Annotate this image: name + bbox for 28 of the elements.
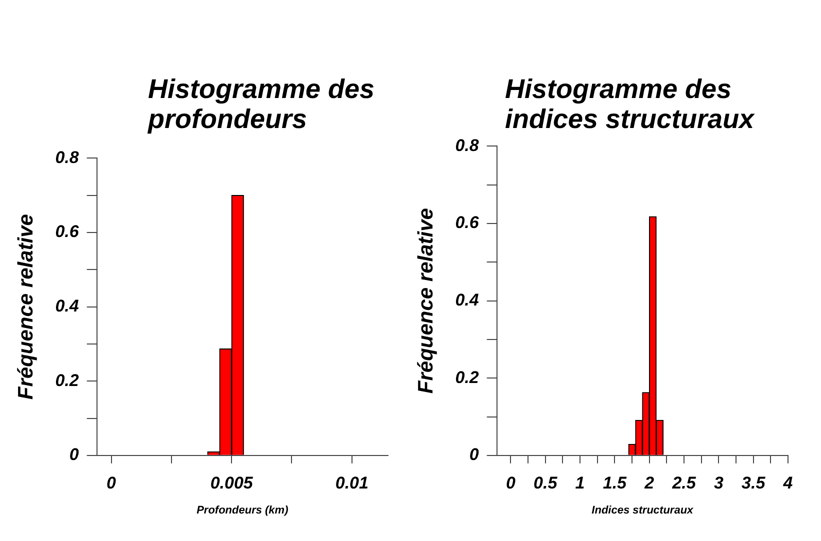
y-axis-title: Fréquence relative: [414, 208, 438, 394]
y-tick-label: 0: [69, 445, 80, 464]
x-tick-label: 0.5: [534, 473, 558, 492]
y-tick-label: 0.6: [55, 222, 80, 242]
y-tick-label: 0.6: [455, 213, 480, 232]
y-tick-label: 0.2: [55, 370, 80, 390]
y-axis-title: Fréquence relative: [14, 214, 38, 400]
chart-title: Histogramme des profondeurs: [148, 74, 376, 134]
x-tick-label: 2.5: [671, 473, 696, 492]
x-axis-title: Profondeurs (km): [196, 504, 289, 516]
x-tick-label: 4: [782, 473, 794, 492]
x-tick-label: 3: [714, 473, 724, 492]
x-tick-label: 0.01: [335, 473, 368, 492]
x-tick-label: 0: [106, 473, 117, 492]
y-tick-label: 0.2: [455, 368, 480, 387]
x-tick-label: 1: [575, 473, 585, 492]
y-tick-label: 0.4: [55, 296, 80, 316]
x-tick-label: 3.5: [742, 473, 766, 492]
x-tick-label: 0: [506, 473, 516, 492]
x-tick-label: 1.5: [602, 473, 628, 492]
y-tick-label: 0.8: [55, 148, 80, 167]
chart-title: Histogramme des indices structuraux: [505, 74, 756, 134]
y-tick-label: 0: [469, 445, 480, 464]
x-axis-title: Indices structuraux: [592, 504, 694, 516]
y-tick-label: 0.8: [455, 136, 480, 155]
x-tick-label: 0.005: [210, 473, 254, 492]
y-tick-label: 0.4: [455, 290, 480, 310]
x-tick-label: 2: [644, 473, 655, 492]
